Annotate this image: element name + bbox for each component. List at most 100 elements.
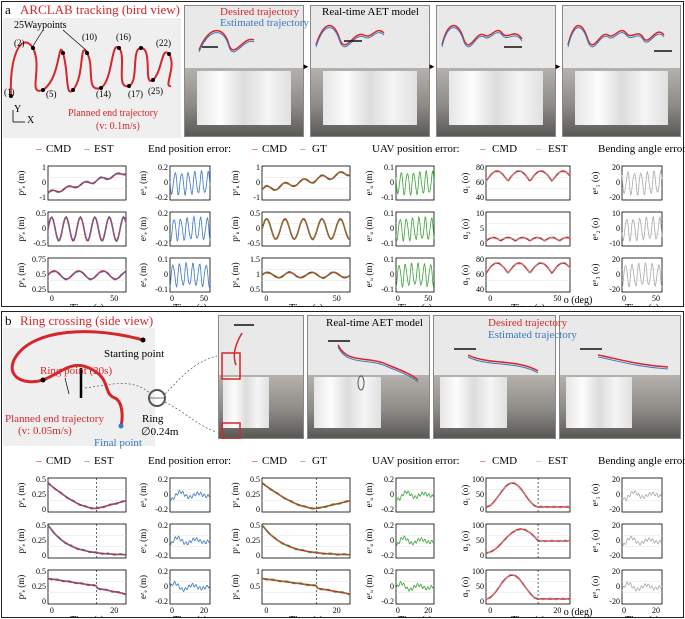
y-axis-label: α₂ (o): [460, 219, 470, 240]
planned-speed-label: (v: 0.1m/s): [96, 121, 140, 132]
tick-label: -1: [253, 193, 260, 202]
subplot-c2-r2: 0.2 0 -0.2 eʸₑ (m): [138, 209, 211, 248]
plot-header-1: CMD: [46, 455, 71, 467]
tick-label: 20: [612, 521, 620, 530]
y-axis-label: α₃ (o): [460, 265, 470, 286]
tick-label: -0.2: [155, 505, 168, 514]
tick-label: -20: [609, 285, 620, 294]
x-tick-label: 50: [652, 294, 660, 303]
tick-label: 0: [616, 490, 620, 499]
x-axis-label: Time (s): [511, 615, 545, 618]
plot-header-14: Bending angle error:: [598, 455, 685, 467]
final-point-label: Final point: [94, 437, 142, 449]
tick-label: -0.2: [155, 551, 168, 560]
snapshot-a-4: [562, 5, 681, 137]
snapshot-a-3: [436, 5, 556, 137]
tick-label: 0.25: [246, 536, 260, 545]
x-axis-label: Time (s): [289, 615, 323, 618]
x-tick-label: 50: [553, 294, 561, 303]
tick-label: 10: [612, 209, 620, 218]
tick-label: 0.75: [32, 255, 46, 264]
tick-label: -0.1: [155, 285, 168, 294]
subplot-c1-r3: 0.5 0.25 0 pᶻₑ (m) 0 20 Time (s): [16, 567, 127, 618]
subplot-c3-r3: 1.5 1 0.5 pᶻᵤ (m) 0 50 Time (s): [230, 255, 351, 307]
tick-label: 0.2: [158, 567, 168, 576]
arrow-a-1: ►: [302, 62, 310, 71]
x-tick-label: 50: [110, 294, 118, 303]
y-axis-label: eˣₑ (m): [138, 483, 148, 507]
x-axis-label: Time (s): [398, 303, 432, 307]
tick-label: 0: [42, 597, 46, 606]
wp-22: (22): [156, 38, 171, 48]
plot-header-10: –: [479, 455, 486, 467]
arclab-trajectory-svg: [9, 29, 173, 123]
y-axis-label: pᶻᵤ (m): [230, 574, 240, 599]
tick-label: 0.5: [250, 475, 260, 484]
tick-label: 0: [42, 505, 46, 514]
plot-header-10: –: [479, 143, 486, 155]
plot-header-9: UAV position error:: [372, 143, 460, 155]
tick-label: 50: [476, 582, 484, 591]
y-axis-label: pᶻᵤ (m): [230, 262, 240, 287]
y-axis-label: eᶻₑ (m): [138, 263, 148, 287]
y-axis-label: eˣₑ (m): [138, 171, 148, 195]
x-tick-label: 0: [622, 606, 626, 615]
wp-17: (17): [128, 89, 143, 99]
ring-point-label: Ring point (20s): [40, 365, 113, 377]
subplot-c3-r1: 0.5 0.25 0 pˣᵤ (m): [230, 475, 351, 514]
wp-25: (25): [148, 86, 163, 96]
x-tick-label: 0: [488, 606, 492, 615]
tick-label: -0.1: [381, 285, 394, 294]
x-tick-label: 0: [50, 606, 54, 615]
model-a-label: Real-time AET model: [322, 6, 419, 18]
tick-label: 0: [480, 239, 484, 248]
tick-label: 0: [480, 551, 484, 560]
x-tick-label: 0: [264, 294, 268, 303]
tick-label: 0: [616, 224, 620, 233]
y-axis-label: eᵅ₁ (o): [590, 172, 600, 195]
tick-label: 60: [476, 178, 484, 187]
ring-label: Ring: [142, 413, 164, 425]
x-tick-label: 20: [333, 606, 341, 615]
tick-label: 0.5: [250, 521, 260, 530]
y-axis-label: eᵅ₂ (o): [590, 218, 600, 241]
tick-label: 0.5: [36, 567, 46, 576]
snapshot-a-overlays: [198, 24, 672, 53]
deg-unit-label: o (deg): [564, 295, 593, 306]
tick-label: -20: [609, 597, 620, 606]
x-tick-label: 0: [264, 606, 268, 615]
subplot-c1-r2: 0.5 0.25 0 pʸₑ (m): [16, 521, 127, 560]
x-tick-label: 0: [622, 294, 626, 303]
y-axis-label: eᶻₑ (m): [138, 575, 148, 599]
plot-header-6: CMD: [262, 455, 287, 467]
subplot-c5-r2: 100 50 0 α₂ (o): [460, 521, 571, 560]
tick-label: -0.2: [155, 597, 168, 606]
planned-trajectory-b-label: Planned end trajectory: [5, 413, 104, 425]
tick-label: 100: [472, 521, 484, 530]
plot-header-13: EST: [548, 143, 568, 155]
tick-label: 40: [476, 285, 484, 294]
plot-header-4: End position error:: [148, 143, 231, 155]
tick-label: 5: [480, 224, 484, 233]
snapshot-b-3: [433, 315, 556, 439]
subplot-c1-r3: 0.75 0.5 0.25 pᶻₑ (m) 0 50 Time (s): [16, 255, 127, 307]
tick-label: 0.2: [384, 521, 394, 530]
tick-label: 20: [612, 163, 620, 172]
tick-label: 100: [472, 475, 484, 484]
x-tick-label: 20: [652, 606, 660, 615]
legend-b-estimated: Estimated trajectory: [488, 329, 577, 341]
tick-label: 0.1: [384, 255, 394, 264]
y-axis-label: eʸᵤ (m): [364, 529, 374, 554]
tick-label: 0: [256, 551, 260, 560]
tick-label: 0: [256, 505, 260, 514]
plots-a: – CMD – EST End position error: – CMD – GT UA…: [16, 143, 685, 307]
y-axis-label: α₁ (o): [460, 485, 470, 506]
subplot-c1-r1: 1 0 -1 pˣₑ (m): [16, 163, 127, 202]
ring-trajectory-svg: [10, 330, 218, 433]
y-axis-label: pˣₑ (m): [16, 171, 26, 196]
tick-label: -0.2: [155, 193, 168, 202]
tick-label: 0: [616, 582, 620, 591]
tick-label: 0.5: [250, 209, 260, 218]
tick-label: 40: [476, 193, 484, 202]
tick-label: 0: [164, 582, 168, 591]
